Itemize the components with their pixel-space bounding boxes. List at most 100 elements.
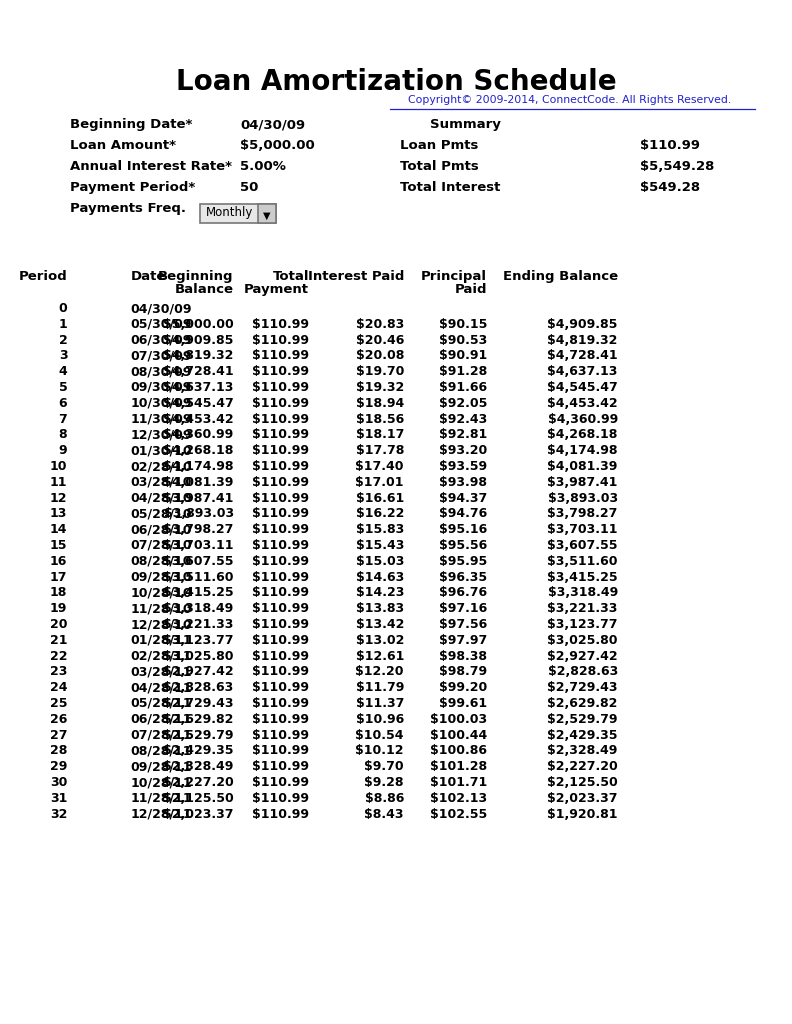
Text: 23: 23 — [50, 666, 67, 679]
Text: $2,729.43: $2,729.43 — [547, 681, 618, 694]
Text: Payments Freq.: Payments Freq. — [70, 202, 186, 215]
Text: $1,920.81: $1,920.81 — [547, 808, 618, 820]
Text: Payment Period*: Payment Period* — [70, 181, 196, 194]
Text: $2,529.79: $2,529.79 — [547, 713, 618, 726]
Text: $10.96: $10.96 — [356, 713, 404, 726]
Text: $16.22: $16.22 — [356, 508, 404, 520]
Text: $3,511.60: $3,511.60 — [163, 570, 234, 584]
Text: 6: 6 — [59, 396, 67, 410]
Text: $549.28: $549.28 — [640, 181, 700, 194]
Text: $110.99: $110.99 — [252, 413, 309, 426]
Text: Period: Period — [18, 270, 67, 283]
Text: ▼: ▼ — [263, 211, 271, 220]
Text: $102.13: $102.13 — [430, 792, 487, 805]
Text: $17.01: $17.01 — [356, 476, 404, 488]
Text: $95.56: $95.56 — [439, 539, 487, 552]
Text: $2,227.20: $2,227.20 — [547, 760, 618, 773]
Text: 19: 19 — [50, 602, 67, 615]
Text: $14.63: $14.63 — [356, 570, 404, 584]
Text: $95.16: $95.16 — [439, 523, 487, 537]
Text: $110.99: $110.99 — [640, 139, 700, 152]
Text: $4,360.99: $4,360.99 — [547, 413, 618, 426]
Text: $94.37: $94.37 — [439, 492, 487, 505]
Text: 11/30/09: 11/30/09 — [131, 413, 192, 426]
Text: 14: 14 — [50, 523, 67, 537]
Text: $98.79: $98.79 — [439, 666, 487, 679]
Text: Loan Amount*: Loan Amount* — [70, 139, 176, 152]
Text: Total Interest: Total Interest — [400, 181, 501, 194]
Text: $110.99: $110.99 — [252, 634, 309, 647]
Text: $2,828.63: $2,828.63 — [547, 666, 618, 679]
Text: $3,415.25: $3,415.25 — [547, 570, 618, 584]
Text: $110.99: $110.99 — [252, 666, 309, 679]
Text: $4,545.47: $4,545.47 — [163, 396, 234, 410]
Text: 04/30/09: 04/30/09 — [131, 302, 192, 315]
Text: $110.99: $110.99 — [252, 349, 309, 362]
Text: $110.99: $110.99 — [252, 681, 309, 694]
Text: $2,629.82: $2,629.82 — [547, 697, 618, 710]
Text: $19.32: $19.32 — [356, 381, 404, 394]
Text: $3,511.60: $3,511.60 — [547, 555, 618, 567]
Text: $99.20: $99.20 — [439, 681, 487, 694]
Text: 04/30/09: 04/30/09 — [240, 118, 305, 131]
Text: $3,703.11: $3,703.11 — [547, 523, 618, 537]
Text: $3,025.80: $3,025.80 — [163, 649, 234, 663]
Text: 13: 13 — [50, 508, 67, 520]
Text: Annual Interest Rate*: Annual Interest Rate* — [70, 160, 232, 173]
Text: $3,123.77: $3,123.77 — [163, 634, 234, 647]
Text: 29: 29 — [50, 760, 67, 773]
Text: $99.61: $99.61 — [439, 697, 487, 710]
Text: $93.20: $93.20 — [439, 444, 487, 457]
Text: 07/28/11: 07/28/11 — [131, 729, 192, 741]
Text: $2,023.37: $2,023.37 — [547, 792, 618, 805]
Text: $96.76: $96.76 — [439, 587, 487, 599]
Text: $110.99: $110.99 — [252, 381, 309, 394]
Text: $4,909.85: $4,909.85 — [547, 317, 618, 331]
Text: $92.05: $92.05 — [439, 396, 487, 410]
Text: $2,429.35: $2,429.35 — [163, 744, 234, 758]
Text: 06/30/09: 06/30/09 — [131, 334, 192, 346]
Text: $11.79: $11.79 — [356, 681, 404, 694]
Text: $110.99: $110.99 — [252, 776, 309, 790]
Text: 09/30/09: 09/30/09 — [131, 381, 192, 394]
Text: $4,637.13: $4,637.13 — [163, 381, 234, 394]
Text: $3,893.03: $3,893.03 — [547, 492, 618, 505]
Text: $2,429.35: $2,429.35 — [547, 729, 618, 741]
Text: $93.98: $93.98 — [439, 476, 487, 488]
Text: 12/28/10: 12/28/10 — [131, 618, 192, 631]
Text: $17.78: $17.78 — [356, 444, 404, 457]
Text: $110.99: $110.99 — [252, 729, 309, 741]
Text: $9.28: $9.28 — [364, 776, 404, 790]
Text: $5,000.00: $5,000.00 — [240, 139, 314, 152]
Text: 26: 26 — [50, 713, 67, 726]
Text: $110.99: $110.99 — [252, 539, 309, 552]
Text: 11/28/11: 11/28/11 — [131, 792, 192, 805]
Text: $3,987.41: $3,987.41 — [547, 476, 618, 488]
Text: $2,529.79: $2,529.79 — [163, 729, 234, 741]
Text: $2,125.50: $2,125.50 — [547, 776, 618, 790]
Text: $2,125.50: $2,125.50 — [163, 792, 234, 805]
Text: $3,123.77: $3,123.77 — [547, 618, 618, 631]
Text: $110.99: $110.99 — [252, 555, 309, 567]
Text: $4,453.42: $4,453.42 — [163, 413, 234, 426]
Text: $20.83: $20.83 — [356, 317, 404, 331]
Text: 05/28/10: 05/28/10 — [131, 508, 192, 520]
Text: 32: 32 — [50, 808, 67, 820]
FancyBboxPatch shape — [258, 204, 276, 223]
Text: $18.17: $18.17 — [356, 428, 404, 441]
Text: Principal: Principal — [421, 270, 487, 283]
Text: $98.38: $98.38 — [439, 649, 487, 663]
Text: $90.15: $90.15 — [439, 317, 487, 331]
Text: 12/30/09: 12/30/09 — [131, 428, 192, 441]
Text: $2,328.49: $2,328.49 — [547, 744, 618, 758]
Text: 07/30/09: 07/30/09 — [131, 349, 192, 362]
Text: 9: 9 — [59, 444, 67, 457]
Text: $94.76: $94.76 — [439, 508, 487, 520]
Text: 24: 24 — [50, 681, 67, 694]
Text: $20.08: $20.08 — [356, 349, 404, 362]
Text: $110.99: $110.99 — [252, 602, 309, 615]
Text: 3: 3 — [59, 349, 67, 362]
Text: $110.99: $110.99 — [252, 317, 309, 331]
Text: 5: 5 — [59, 381, 67, 394]
Text: $2,729.43: $2,729.43 — [163, 697, 234, 710]
